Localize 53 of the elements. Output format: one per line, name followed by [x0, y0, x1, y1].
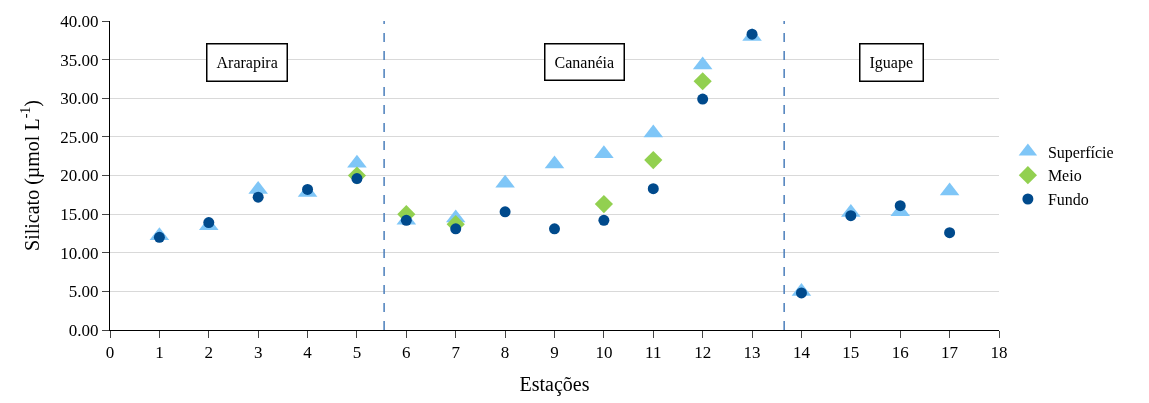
point [644, 150, 663, 170]
x-tick-label: 4 [303, 343, 313, 363]
point [693, 72, 712, 91]
annotation: Cananéia [554, 53, 615, 71]
point [252, 191, 264, 203]
x-tick-label: 11 [645, 343, 662, 363]
point [347, 154, 367, 168]
point [894, 200, 906, 212]
y-tick-label: 25.00 [60, 127, 99, 147]
x-tick-label: 9 [550, 343, 559, 363]
x-tick-label: 3 [253, 343, 263, 363]
point [598, 214, 610, 226]
point [400, 214, 412, 226]
point [594, 194, 613, 214]
x-tick-label: 15 [842, 343, 860, 363]
x-tick-label: 18 [990, 343, 1008, 363]
point [549, 223, 560, 235]
point [594, 145, 614, 159]
y-tick-label: 0.00 [68, 320, 99, 340]
x-tick-label: 5 [352, 343, 362, 363]
point [203, 217, 215, 229]
legend-label: Fundo [1047, 191, 1089, 209]
y-tick-label: 15.00 [60, 205, 99, 225]
point [944, 227, 956, 239]
y-tick-label: 30.00 [60, 89, 99, 109]
y-tick-label: 10.00 [60, 243, 99, 263]
y-tick-label: 40.00 [60, 11, 99, 31]
x-tick-label: 12 [694, 343, 712, 363]
point [450, 223, 462, 235]
x-tick-label: 13 [743, 343, 761, 363]
x-tick-label: 17 [941, 343, 959, 363]
x-tick-label: 8 [500, 343, 510, 363]
x-tick-label: 0 [105, 343, 115, 363]
annotation: Ararapira [216, 53, 278, 72]
legend-label: Superfície [1047, 143, 1114, 162]
y-tick-label: 35.00 [60, 50, 99, 70]
x-tick-label: 6 [402, 343, 411, 363]
y-tick-label: 5.00 [68, 282, 99, 302]
x-tick-label: 14 [792, 343, 811, 363]
legend-label: Meio [1047, 167, 1082, 185]
x-tick-label: 7 [451, 343, 461, 363]
point [302, 183, 314, 195]
point [697, 93, 709, 105]
x-tick-label: 2 [204, 343, 214, 363]
y-tick-label: 20.00 [60, 166, 99, 186]
x-tick-label: 16 [891, 343, 909, 363]
point [499, 206, 511, 218]
x-tick-label: 10 [595, 343, 613, 363]
point [647, 183, 659, 195]
annotation: Iguape [869, 53, 914, 72]
x-tick-label: 1 [155, 343, 164, 363]
x-axis-title: Estações [519, 372, 590, 396]
point [495, 174, 515, 188]
